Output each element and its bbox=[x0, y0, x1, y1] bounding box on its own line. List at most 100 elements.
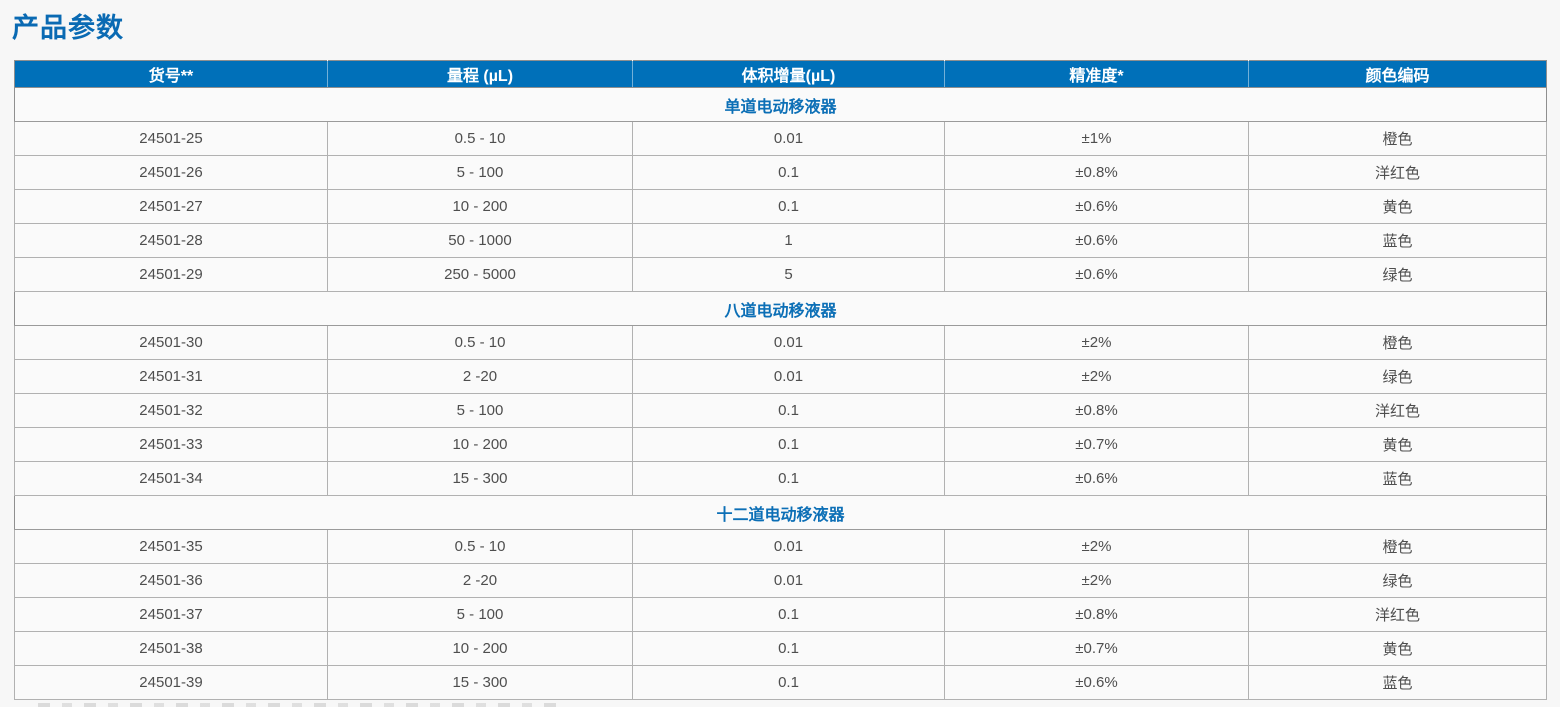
cell: 洋红色 bbox=[1248, 393, 1547, 428]
cell: ±2% bbox=[944, 325, 1249, 360]
cell: 蓝色 bbox=[1248, 461, 1547, 496]
table-row: 24501-38 10 - 200 0.1 ±0.7% 黄色 bbox=[14, 631, 1547, 666]
cell: 绿色 bbox=[1248, 257, 1547, 292]
cell: ±0.6% bbox=[944, 665, 1249, 700]
section-header-row: 八道电动移液器 bbox=[14, 291, 1547, 326]
cell: 蓝色 bbox=[1248, 665, 1547, 700]
cell: 橙色 bbox=[1248, 325, 1547, 360]
cell: 10 - 200 bbox=[327, 427, 633, 462]
table-row: 24501-32 5 - 100 0.1 ±0.8% 洋红色 bbox=[14, 393, 1547, 428]
cell: 0.1 bbox=[632, 155, 945, 190]
cell: ±0.6% bbox=[944, 461, 1249, 496]
cell: ±0.6% bbox=[944, 189, 1249, 224]
cell: 橙色 bbox=[1248, 121, 1547, 156]
page-title: 产品参数 bbox=[12, 13, 124, 43]
section-header: 八道电动移液器 bbox=[14, 291, 1547, 326]
cell: 250 - 5000 bbox=[327, 257, 633, 292]
section-header: 十二道电动移液器 bbox=[14, 495, 1547, 530]
cell: 0.1 bbox=[632, 665, 945, 700]
cell: 0.5 - 10 bbox=[327, 529, 633, 564]
table-row: 24501-36 2 -20 0.01 ±2% 绿色 bbox=[14, 563, 1547, 598]
cell: 0.1 bbox=[632, 597, 945, 632]
cell: 24501-28 bbox=[14, 223, 328, 258]
table-row: 24501-34 15 - 300 0.1 ±0.6% 蓝色 bbox=[14, 461, 1547, 496]
section-header-row: 单道电动移液器 bbox=[14, 87, 1547, 122]
cell: ±2% bbox=[944, 529, 1249, 564]
table-header-row: 货号** 量程 (µL) 体积增量(µL) 精准度* 颜色编码 bbox=[14, 60, 1547, 88]
clipped-footnote bbox=[38, 703, 558, 707]
cell: 5 - 100 bbox=[327, 597, 633, 632]
cell: 24501-26 bbox=[14, 155, 328, 190]
table-row: 24501-39 15 - 300 0.1 ±0.6% 蓝色 bbox=[14, 665, 1547, 700]
column-header: 精准度* bbox=[944, 60, 1249, 88]
cell: 24501-36 bbox=[14, 563, 328, 598]
cell: 0.1 bbox=[632, 393, 945, 428]
cell: 黄色 bbox=[1248, 189, 1547, 224]
cell: ±2% bbox=[944, 359, 1249, 394]
column-header: 货号** bbox=[14, 60, 328, 88]
cell: 1 bbox=[632, 223, 945, 258]
cell: 橙色 bbox=[1248, 529, 1547, 564]
cell: 15 - 300 bbox=[327, 665, 633, 700]
cell: 5 bbox=[632, 257, 945, 292]
column-header: 颜色编码 bbox=[1248, 60, 1547, 88]
cell: 50 - 1000 bbox=[327, 223, 633, 258]
cell: ±0.8% bbox=[944, 393, 1249, 428]
cell: 0.01 bbox=[632, 325, 945, 360]
table-row: 24501-26 5 - 100 0.1 ±0.8% 洋红色 bbox=[14, 155, 1547, 190]
cell: 24501-25 bbox=[14, 121, 328, 156]
cell: 24501-27 bbox=[14, 189, 328, 224]
cell: ±1% bbox=[944, 121, 1249, 156]
product-parameters-table: 货号** 量程 (µL) 体积增量(µL) 精准度* 颜色编码 单道电动移液器 24501… bbox=[14, 60, 1547, 700]
cell: 24501-32 bbox=[14, 393, 328, 428]
section-header-row: 十二道电动移液器 bbox=[14, 495, 1547, 530]
cell: ±0.7% bbox=[944, 427, 1249, 462]
cell: 0.5 - 10 bbox=[327, 325, 633, 360]
table-row: 24501-28 50 - 1000 1 ±0.6% 蓝色 bbox=[14, 223, 1547, 258]
cell: 24501-38 bbox=[14, 631, 328, 666]
cell: ±0.8% bbox=[944, 597, 1249, 632]
section-header: 单道电动移液器 bbox=[14, 87, 1547, 122]
cell: 黄色 bbox=[1248, 427, 1547, 462]
cell: 15 - 300 bbox=[327, 461, 633, 496]
cell: 0.5 - 10 bbox=[327, 121, 633, 156]
cell: 0.1 bbox=[632, 461, 945, 496]
cell: 0.01 bbox=[632, 359, 945, 394]
table-row: 24501-30 0.5 - 10 0.01 ±2% 橙色 bbox=[14, 325, 1547, 360]
cell: 5 - 100 bbox=[327, 155, 633, 190]
cell: 24501-39 bbox=[14, 665, 328, 700]
cell: ±2% bbox=[944, 563, 1249, 598]
cell: 洋红色 bbox=[1248, 155, 1547, 190]
cell: 24501-31 bbox=[14, 359, 328, 394]
cell: 0.01 bbox=[632, 529, 945, 564]
cell: 24501-30 bbox=[14, 325, 328, 360]
cell: 0.01 bbox=[632, 563, 945, 598]
column-header: 体积增量(µL) bbox=[632, 60, 945, 88]
cell: 绿色 bbox=[1248, 563, 1547, 598]
cell: 0.1 bbox=[632, 631, 945, 666]
cell: ±0.8% bbox=[944, 155, 1249, 190]
cell: 0.1 bbox=[632, 427, 945, 462]
table-row: 24501-37 5 - 100 0.1 ±0.8% 洋红色 bbox=[14, 597, 1547, 632]
column-header: 量程 (µL) bbox=[327, 60, 633, 88]
cell: 2 -20 bbox=[327, 563, 633, 598]
cell: 2 -20 bbox=[327, 359, 633, 394]
cell: 绿色 bbox=[1248, 359, 1547, 394]
cell: 黄色 bbox=[1248, 631, 1547, 666]
cell: 5 - 100 bbox=[327, 393, 633, 428]
cell: 24501-33 bbox=[14, 427, 328, 462]
table-row: 24501-33 10 - 200 0.1 ±0.7% 黄色 bbox=[14, 427, 1547, 462]
cell: ±0.6% bbox=[944, 223, 1249, 258]
table-row: 24501-35 0.5 - 10 0.01 ±2% 橙色 bbox=[14, 529, 1547, 564]
cell: 10 - 200 bbox=[327, 189, 633, 224]
cell: 蓝色 bbox=[1248, 223, 1547, 258]
cell: 0.01 bbox=[632, 121, 945, 156]
cell: 10 - 200 bbox=[327, 631, 633, 666]
table-row: 24501-29 250 - 5000 5 ±0.6% 绿色 bbox=[14, 257, 1547, 292]
cell: 24501-37 bbox=[14, 597, 328, 632]
table-row: 24501-25 0.5 - 10 0.01 ±1% 橙色 bbox=[14, 121, 1547, 156]
cell: 0.1 bbox=[632, 189, 945, 224]
table-row: 24501-31 2 -20 0.01 ±2% 绿色 bbox=[14, 359, 1547, 394]
cell: 24501-34 bbox=[14, 461, 328, 496]
cell: ±0.6% bbox=[944, 257, 1249, 292]
